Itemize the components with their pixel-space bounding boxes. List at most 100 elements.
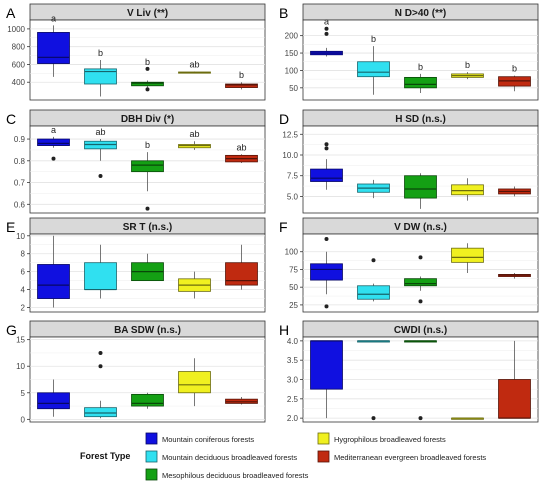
- significance-letter: b: [145, 57, 150, 67]
- significance-letter: b: [145, 140, 150, 150]
- legend-label: Mountain deciduous broadleaved forests: [162, 453, 297, 462]
- box-3: [404, 340, 437, 421]
- legend-item-5: Mediterranean evergreen broadleaved fore…: [317, 450, 486, 463]
- box-2: [84, 350, 117, 419]
- y-tick-label: 5: [21, 389, 26, 398]
- box-5: [498, 186, 531, 197]
- legend-item-2: Mountain deciduous broadleaved forests: [145, 450, 297, 463]
- panel-title: SR T (n.s.): [123, 222, 172, 233]
- outlier-point: [371, 258, 376, 263]
- y-tick-label: 7.5: [287, 172, 299, 181]
- outlier-point: [98, 174, 103, 179]
- box-2: [84, 244, 117, 299]
- significance-letter: ab: [236, 142, 246, 152]
- box-body: [84, 407, 117, 418]
- box-body: [404, 76, 437, 89]
- box-body: [357, 285, 390, 300]
- box-body: [225, 262, 258, 286]
- box-3: [404, 255, 437, 304]
- box-body: [131, 81, 164, 87]
- panel-title: V Liv (**): [127, 8, 168, 19]
- box-body: [37, 32, 70, 64]
- y-tick-label: 5.0: [287, 192, 299, 201]
- y-tick-label: 50: [289, 283, 298, 292]
- significance-letter: b: [512, 64, 517, 74]
- box-body: [178, 371, 211, 394]
- legend-item-1: Mountain coniferous forests: [145, 432, 254, 445]
- box-5: [498, 340, 531, 419]
- box-1: a: [37, 13, 70, 77]
- box-body: [131, 160, 164, 173]
- y-tick-label: 75: [289, 265, 298, 274]
- box-1: [310, 340, 343, 419]
- box-2: b: [357, 34, 390, 95]
- box-3: b: [131, 57, 164, 92]
- box-body: [131, 393, 164, 407]
- panel-h: H CWDI (n.s.) 2.0 2.5 3.0 3.5 4.0: [279, 320, 539, 423]
- legend-swatch: [317, 432, 330, 445]
- outlier-point: [145, 87, 150, 92]
- legend-label: Mediterranean evergreen broadleaved fore…: [334, 453, 486, 462]
- significance-letter: b: [371, 34, 376, 44]
- outlier-point: [418, 416, 423, 421]
- y-tick-label: 12.5: [282, 130, 298, 139]
- box-body: [498, 379, 531, 419]
- y-tick-label: 800: [12, 43, 26, 52]
- box-4: [178, 358, 211, 407]
- y-tick-label: 3.0: [287, 376, 299, 385]
- box-body: [84, 68, 117, 85]
- legend-label: Mountain coniferous forests: [162, 435, 254, 444]
- panel-title: BA SDW (n.s.): [114, 325, 181, 336]
- outlier-point: [145, 66, 150, 71]
- box-4: [451, 243, 484, 273]
- y-tick-label: 2: [21, 304, 26, 313]
- panel-letter: G: [6, 322, 17, 338]
- box-5: ab: [225, 142, 258, 163]
- panel-f: F V DW (n.s.) 25 50 75 100: [279, 217, 539, 313]
- y-tick-label: 100: [285, 66, 299, 75]
- box-5: [225, 244, 258, 290]
- panel-title: DBH Div (*): [121, 114, 174, 125]
- y-tick-label: 400: [12, 78, 26, 87]
- y-tick-label: 150: [285, 49, 299, 58]
- significance-letter: b: [465, 60, 470, 70]
- panel-letter: C: [6, 111, 16, 127]
- outlier-point: [371, 416, 376, 421]
- panel-title: CWDI (n.s.): [394, 325, 447, 336]
- y-tick-label: 3.5: [287, 356, 299, 365]
- y-tick-label: 2.0: [287, 414, 299, 423]
- significance-letter: b: [98, 48, 103, 58]
- legend-label: Mesophilous deciduous broadleaved forest…: [162, 471, 309, 480]
- y-tick-label: 6: [21, 268, 26, 277]
- panel-letter: B: [279, 5, 288, 21]
- panel-c: C DBH Div (*) 0.6 0.7 0.8 0.9 a ab b ab ab: [6, 109, 266, 214]
- box-2: [357, 340, 390, 421]
- box-2: ab: [84, 127, 117, 179]
- outlier-point: [324, 304, 329, 309]
- legend-label: Hygrophilous broadleaved forests: [334, 435, 446, 444]
- y-tick-label: 0.7: [14, 179, 26, 188]
- y-tick-label: 0: [21, 415, 26, 424]
- box-body: [451, 247, 484, 263]
- legend-swatch: [145, 450, 158, 463]
- panel-letter: H: [279, 322, 289, 338]
- significance-letter: b: [239, 70, 244, 80]
- box-4: [178, 271, 211, 299]
- outlier-point: [51, 156, 56, 161]
- outlier-point: [98, 364, 103, 369]
- box-4: [451, 417, 484, 420]
- box-1: a: [310, 17, 343, 57]
- y-tick-label: 1000: [7, 25, 25, 34]
- outlier-point: [145, 206, 150, 211]
- y-tick-label: 100: [285, 248, 299, 257]
- significance-letter: a: [51, 125, 56, 135]
- outlier-point: [418, 299, 423, 304]
- box-body: [310, 168, 343, 182]
- significance-letter: a: [51, 13, 56, 23]
- panel-title: V DW (n.s.): [394, 222, 447, 233]
- y-tick-label: 10: [16, 232, 25, 241]
- y-tick-label: 200: [285, 32, 299, 41]
- panel-letter: E: [6, 219, 15, 235]
